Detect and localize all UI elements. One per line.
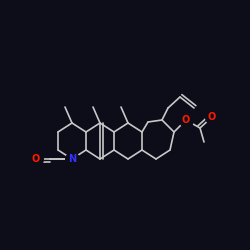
Text: O: O	[208, 112, 216, 122]
Text: O: O	[32, 154, 40, 164]
Text: N: N	[68, 154, 76, 164]
Text: O: O	[182, 115, 190, 125]
